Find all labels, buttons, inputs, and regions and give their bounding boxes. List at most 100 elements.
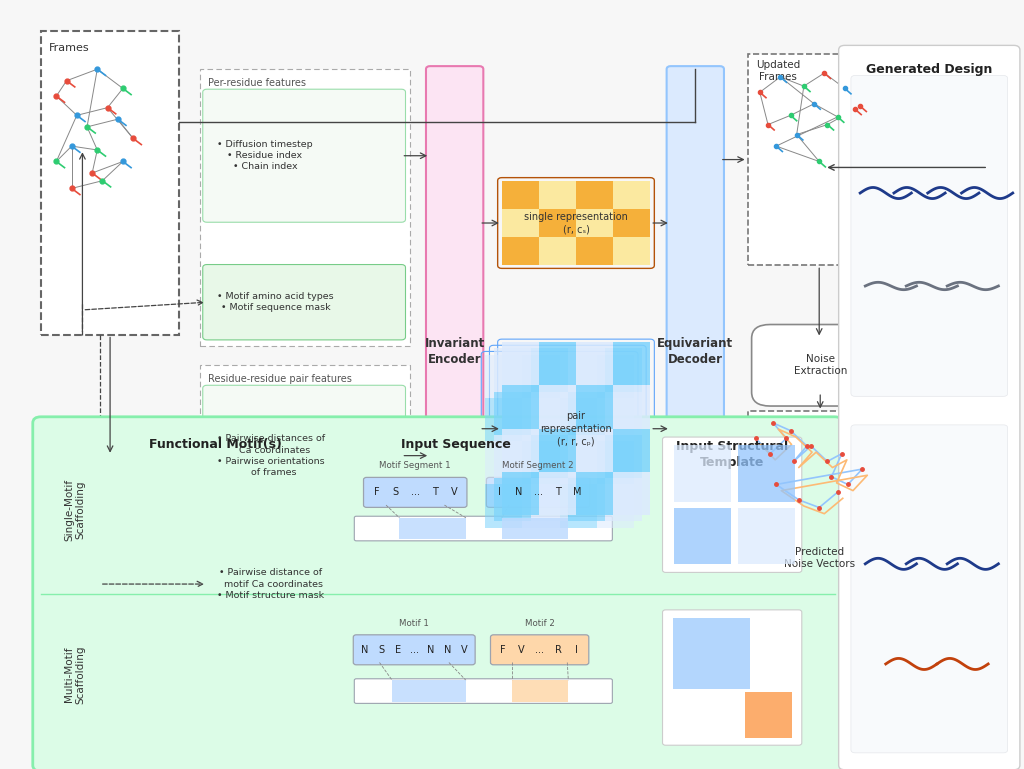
Bar — [200, 69, 410, 346]
FancyBboxPatch shape — [354, 679, 612, 704]
Text: I: I — [575, 644, 578, 655]
Bar — [575, 237, 613, 265]
Bar — [522, 441, 559, 484]
Text: Noise
Extraction: Noise Extraction — [794, 354, 847, 377]
Bar — [539, 428, 575, 472]
FancyBboxPatch shape — [353, 635, 475, 664]
Text: R: R — [555, 644, 561, 655]
Bar — [597, 441, 634, 484]
Bar — [575, 209, 613, 237]
Text: S: S — [378, 644, 384, 655]
Bar — [613, 209, 650, 237]
FancyBboxPatch shape — [203, 385, 406, 526]
Bar — [575, 428, 613, 472]
FancyBboxPatch shape — [490, 635, 589, 664]
Text: ...: ... — [411, 488, 420, 498]
FancyBboxPatch shape — [752, 325, 889, 406]
Text: Updated
Frames: Updated Frames — [756, 59, 800, 82]
Bar — [502, 181, 539, 209]
Bar — [559, 484, 597, 528]
Bar — [673, 618, 750, 690]
Bar — [539, 209, 575, 237]
Text: • Diffusion timestep
• Residue index
• Chain index: • Diffusion timestep • Residue index • C… — [217, 140, 312, 171]
Bar — [597, 398, 634, 441]
Text: ...: ... — [534, 488, 543, 498]
Bar — [613, 385, 650, 428]
FancyBboxPatch shape — [364, 478, 467, 508]
Text: Invariant
Encoder: Invariant Encoder — [425, 338, 484, 366]
Bar — [399, 518, 466, 539]
Bar — [200, 365, 410, 631]
FancyBboxPatch shape — [663, 437, 802, 572]
Text: I: I — [498, 488, 501, 498]
Text: T: T — [432, 488, 437, 498]
Text: • Pairwise distance of
  motif Ca coordinates
• Motif structure mask: • Pairwise distance of motif Ca coordina… — [217, 568, 325, 600]
Text: N: N — [360, 644, 369, 655]
Bar — [494, 478, 530, 521]
Bar — [559, 398, 597, 441]
FancyBboxPatch shape — [426, 66, 483, 638]
Text: F: F — [374, 488, 379, 498]
Bar — [502, 209, 539, 237]
Bar — [613, 342, 650, 385]
Bar — [502, 342, 539, 385]
Bar — [539, 181, 575, 209]
Bar — [559, 441, 597, 484]
Text: Multi-Motif
Scaffolding: Multi-Motif Scaffolding — [63, 645, 86, 704]
Bar — [539, 385, 575, 428]
Bar — [539, 342, 575, 385]
Bar — [567, 434, 605, 478]
FancyBboxPatch shape — [839, 45, 1020, 769]
Bar — [512, 681, 568, 702]
Bar — [748, 54, 891, 265]
Bar — [530, 478, 567, 521]
Text: Generated Design: Generated Design — [866, 63, 992, 75]
Text: Residue-residue pair features: Residue-residue pair features — [208, 374, 352, 384]
FancyBboxPatch shape — [663, 610, 802, 745]
Bar — [575, 181, 613, 209]
Text: • Pairwise distances of
  Ca coordinates
• Pairwise orientations
  of frames: • Pairwise distances of Ca coordinates •… — [217, 434, 326, 477]
Bar — [567, 478, 605, 521]
Bar — [530, 391, 567, 435]
Bar — [539, 472, 575, 515]
Bar — [485, 398, 522, 441]
Text: Motif Segment 1: Motif Segment 1 — [380, 461, 451, 471]
Text: Motif Segment 2: Motif Segment 2 — [503, 461, 573, 471]
Bar — [559, 355, 597, 398]
Text: Motif 2: Motif 2 — [524, 619, 555, 628]
FancyBboxPatch shape — [851, 75, 1008, 396]
Bar — [613, 428, 650, 472]
Bar — [605, 478, 642, 521]
Text: N: N — [515, 488, 522, 498]
Bar — [494, 434, 530, 478]
Bar — [494, 348, 530, 391]
Bar — [605, 434, 642, 478]
Text: V: V — [518, 644, 524, 655]
Bar — [738, 508, 796, 564]
Bar — [41, 31, 179, 335]
Bar — [530, 348, 567, 391]
Bar — [605, 348, 642, 391]
Bar — [539, 237, 575, 265]
Text: F: F — [500, 644, 506, 655]
Bar — [567, 348, 605, 391]
Bar — [613, 181, 650, 209]
Bar — [530, 434, 567, 478]
Text: V: V — [461, 644, 467, 655]
Text: V: V — [451, 488, 458, 498]
Text: pair
representation
(r, r, cₚ): pair representation (r, r, cₚ) — [540, 411, 612, 446]
FancyBboxPatch shape — [203, 265, 406, 340]
Text: N: N — [427, 644, 434, 655]
Text: ...: ... — [536, 644, 544, 655]
Text: S: S — [393, 488, 398, 498]
Bar — [748, 411, 891, 584]
Bar — [502, 428, 539, 472]
Bar — [485, 355, 522, 398]
Bar — [567, 391, 605, 435]
Bar — [485, 484, 522, 528]
Bar — [575, 385, 613, 428]
Text: Functional Motif(s): Functional Motif(s) — [148, 438, 282, 451]
FancyBboxPatch shape — [851, 424, 1008, 753]
Text: Equivariant
Decoder: Equivariant Decoder — [657, 338, 733, 366]
Text: Single-Motif
Scaffolding: Single-Motif Scaffolding — [63, 479, 86, 541]
